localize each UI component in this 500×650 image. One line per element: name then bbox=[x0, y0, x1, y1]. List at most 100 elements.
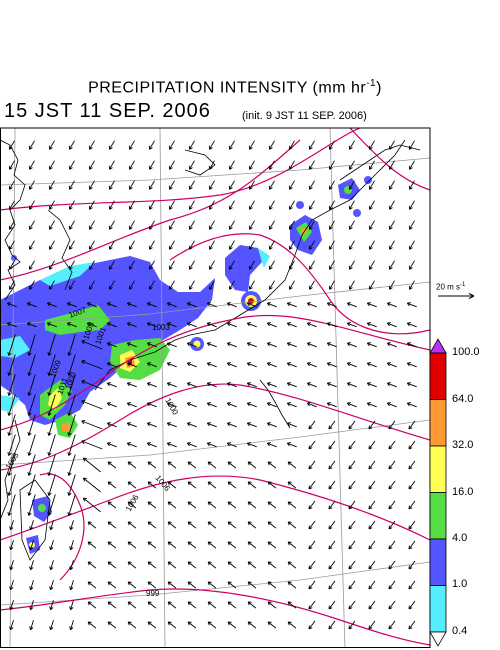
wind-vector-head bbox=[326, 382, 331, 387]
wind-vector bbox=[81, 420, 103, 430]
wind-vector-head bbox=[107, 561, 112, 566]
wind-vector-head bbox=[247, 521, 252, 526]
wind-vector bbox=[87, 561, 97, 569]
wind-vector bbox=[129, 140, 135, 150]
wind-vector bbox=[167, 541, 177, 549]
wind-vector bbox=[407, 362, 417, 368]
wind-vector-head bbox=[207, 521, 212, 526]
wind-vector-head bbox=[107, 621, 112, 626]
wind-vector-head bbox=[308, 165, 313, 170]
wind-vector bbox=[187, 422, 197, 428]
wind-vector-head bbox=[49, 606, 54, 611]
wind-vector-head bbox=[107, 481, 112, 486]
wind-vector-head bbox=[49, 566, 54, 571]
wind-vector-head bbox=[228, 185, 233, 190]
wind-vector-head bbox=[82, 457, 87, 462]
wind-vector bbox=[107, 422, 117, 428]
wind-vector-head bbox=[128, 245, 133, 250]
wind-vector bbox=[69, 160, 75, 170]
wind-vector-head bbox=[326, 322, 331, 327]
wind-vector bbox=[48, 454, 56, 476]
wind-vector bbox=[308, 500, 316, 510]
wind-vector-head bbox=[206, 362, 211, 367]
wind-vector bbox=[207, 382, 217, 388]
wind-vector bbox=[68, 394, 76, 416]
wind-vector bbox=[83, 477, 101, 493]
wind-vector-head bbox=[328, 245, 333, 250]
wind-vector bbox=[127, 442, 137, 448]
wind-vector-head bbox=[207, 621, 212, 626]
wind-vector-head bbox=[268, 145, 273, 150]
coastline-taiwan bbox=[19, 479, 51, 561]
wind-vector bbox=[8, 454, 16, 476]
wind-vector bbox=[47, 322, 57, 328]
wind-vector bbox=[309, 200, 315, 210]
wind-vector bbox=[83, 457, 101, 473]
wind-vector bbox=[29, 200, 35, 210]
wind-vector bbox=[187, 402, 197, 408]
wind-vector-head bbox=[366, 362, 371, 367]
wind-vector-head bbox=[306, 362, 311, 367]
wind-vector-head bbox=[206, 442, 211, 447]
wind-vector bbox=[169, 240, 175, 250]
wind-vector bbox=[207, 461, 217, 469]
wind-vector bbox=[327, 342, 337, 348]
wind-vector bbox=[409, 240, 415, 250]
wind-vector bbox=[147, 521, 157, 529]
wind-vector bbox=[269, 160, 275, 170]
wind-vector-head bbox=[328, 485, 333, 490]
wind-vector bbox=[67, 302, 77, 308]
wind-vector bbox=[89, 200, 95, 210]
wind-vector-head bbox=[247, 601, 252, 606]
wind-vector bbox=[309, 280, 315, 290]
wind-vector-head bbox=[328, 265, 333, 270]
wind-vector bbox=[388, 440, 396, 450]
wind-vector bbox=[328, 520, 336, 530]
wind-vector-head bbox=[69, 546, 74, 551]
wind-vector bbox=[107, 442, 117, 448]
wind-vector-head bbox=[348, 425, 353, 430]
wind-vector bbox=[327, 362, 337, 368]
wind-vector bbox=[107, 501, 117, 509]
wind-vector bbox=[107, 382, 117, 388]
wind-vector bbox=[327, 322, 337, 328]
wind-vector-head bbox=[67, 411, 72, 416]
wind-vector bbox=[229, 160, 235, 170]
wind-vector bbox=[387, 362, 397, 368]
wind-vector-head bbox=[108, 185, 113, 190]
wind-vector-head bbox=[226, 422, 231, 427]
wind-vector-head bbox=[388, 505, 393, 510]
wind-vector bbox=[227, 322, 237, 328]
wind-vector bbox=[369, 160, 375, 170]
wind-vector-head bbox=[127, 541, 132, 546]
wind-vector bbox=[127, 422, 137, 428]
wind-vector-head bbox=[208, 225, 213, 230]
wind-vector-head bbox=[128, 165, 133, 170]
wind-vector-head bbox=[366, 382, 371, 387]
wind-vector bbox=[408, 600, 416, 610]
wind-vector bbox=[408, 520, 416, 530]
wind-vector-head bbox=[187, 621, 192, 626]
wind-vector bbox=[388, 480, 396, 490]
wind-vector-head bbox=[206, 382, 211, 387]
coastline-hokkaido bbox=[339, 144, 421, 181]
wind-vector bbox=[227, 481, 237, 489]
wind-vector bbox=[187, 362, 197, 368]
isobar-label: 1000 bbox=[163, 397, 180, 417]
wind-vector-head bbox=[108, 245, 113, 250]
wind-vector-head bbox=[308, 605, 313, 610]
wind-vector bbox=[89, 240, 95, 250]
wind-vector bbox=[48, 374, 56, 396]
wind-vector bbox=[29, 260, 35, 270]
wind-vector bbox=[69, 220, 75, 230]
wind-vector-head bbox=[106, 302, 111, 307]
wind-vector bbox=[89, 220, 95, 230]
wind-vector-head bbox=[126, 322, 131, 327]
wind-vector-head bbox=[148, 185, 153, 190]
wind-vector-head bbox=[126, 342, 131, 347]
wind-vector-head bbox=[48, 265, 53, 270]
wind-vector-head bbox=[206, 422, 211, 427]
wind-vector bbox=[348, 540, 356, 550]
wind-vector-head bbox=[368, 185, 373, 190]
isobar-label: 1006 bbox=[153, 474, 172, 494]
